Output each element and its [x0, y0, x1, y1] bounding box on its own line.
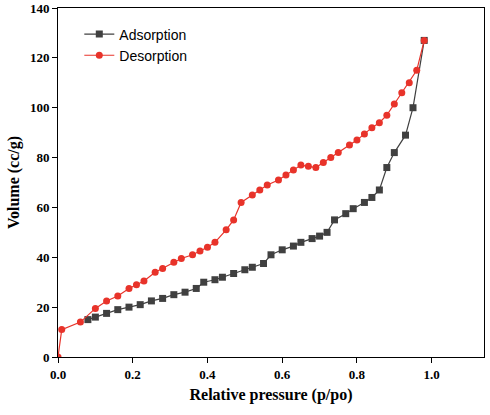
- svg-text:60: 60: [36, 200, 49, 215]
- svg-text:Relative pressure (p/po): Relative pressure (p/po): [190, 386, 353, 404]
- svg-text:1.0: 1.0: [424, 367, 440, 382]
- svg-text:0.6: 0.6: [274, 367, 291, 382]
- svg-text:80: 80: [36, 150, 49, 165]
- svg-text:20: 20: [36, 300, 49, 315]
- svg-text:0.4: 0.4: [199, 367, 216, 382]
- svg-text:0.2: 0.2: [125, 367, 141, 382]
- svg-text:0.0: 0.0: [50, 367, 66, 382]
- svg-text:40: 40: [36, 250, 49, 265]
- svg-text:0.8: 0.8: [349, 367, 366, 382]
- svg-text:Desorption: Desorption: [119, 48, 187, 64]
- svg-text:120: 120: [30, 50, 50, 65]
- svg-text:Adsorption: Adsorption: [119, 27, 186, 43]
- svg-text:140: 140: [30, 1, 50, 16]
- svg-text:100: 100: [30, 100, 50, 115]
- svg-text:0: 0: [43, 350, 50, 365]
- svg-text:Volume (cc/g): Volume (cc/g): [5, 136, 23, 229]
